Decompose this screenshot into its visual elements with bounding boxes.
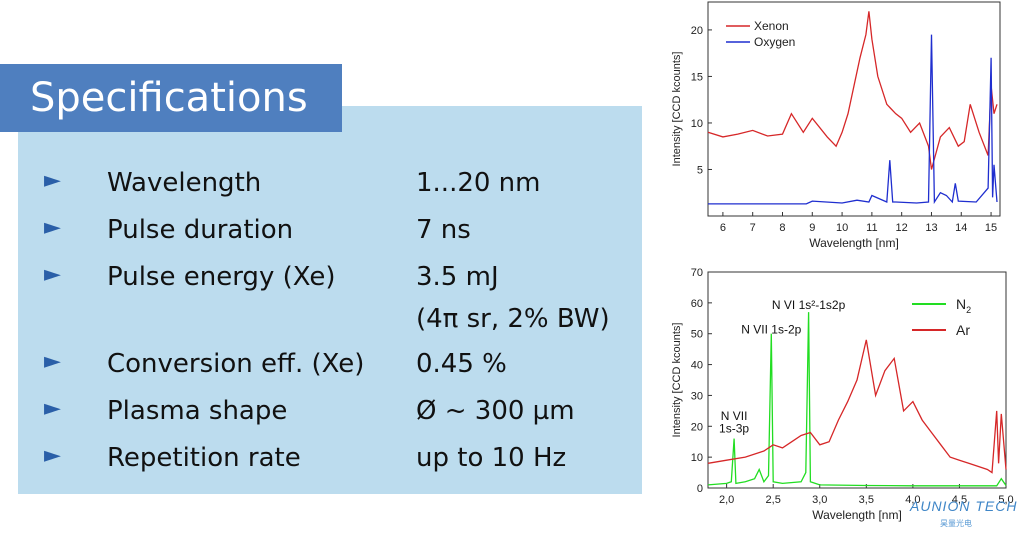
y-tick-label: 5 xyxy=(697,164,703,176)
bullet-arrow-icon: ► xyxy=(44,443,61,468)
bullet-arrow-icon: ► xyxy=(44,168,61,193)
x-tick-label: 3,5 xyxy=(859,494,874,506)
y-tick-label: 70 xyxy=(691,267,703,279)
legend-label-ar: Ar xyxy=(956,322,970,338)
series-line-n2 xyxy=(707,312,1007,487)
x-tick-label: 7 xyxy=(750,222,756,234)
x-tick-label: 15 xyxy=(985,222,997,234)
x-tick-label: 12 xyxy=(896,222,908,234)
spec-value: 7 ns xyxy=(416,215,471,245)
spec-value: 1...20 nm xyxy=(416,168,541,198)
y-tick-label: 10 xyxy=(691,118,703,130)
series-line-ar xyxy=(707,339,1007,474)
x-tick-label: 14 xyxy=(955,222,967,234)
y-tick-label: 30 xyxy=(691,390,703,402)
spec-value: Ø ~ 300 µm xyxy=(416,396,575,426)
y-tick-label: 40 xyxy=(691,360,703,372)
x-tick-label: 4,0 xyxy=(905,494,920,506)
peak-annotation: N VII xyxy=(721,409,748,423)
spec-label: Plasma shape xyxy=(107,396,288,426)
bullet-arrow-icon: ► xyxy=(44,349,61,374)
y-tick-label: 15 xyxy=(691,71,703,83)
legend-label-n2: N2 xyxy=(956,296,971,315)
peak-annotation: N VII 1s-2p xyxy=(741,323,801,337)
y-axis-label: Intensity [CCD kcounts] xyxy=(671,323,683,438)
spec-value: 3.5 mJ xyxy=(416,262,499,292)
spec-label: Wavelength xyxy=(107,168,262,198)
aunion-logo-sub: 昊量光电 xyxy=(940,519,972,528)
legend-label-xenon: Xenon xyxy=(754,19,789,33)
bullet-arrow-icon: ► xyxy=(44,215,61,240)
aunion-logo: AUNION TECH xyxy=(910,498,1018,514)
x-tick-label: 3,0 xyxy=(812,494,827,506)
peak-annotation: 1s-3p xyxy=(719,421,749,435)
y-tick-label: 20 xyxy=(691,25,703,37)
spec-value: 0.45 % xyxy=(416,349,507,379)
y-tick-label: 0 xyxy=(697,483,703,495)
x-tick-label: 9 xyxy=(809,222,815,234)
y-tick-label: 10 xyxy=(691,452,703,464)
plot-frame xyxy=(707,271,1007,489)
x-axis-label: Wavelength [nm] xyxy=(812,508,902,522)
bullet-arrow-icon: ► xyxy=(44,396,61,421)
x-tick-label: 2,0 xyxy=(719,494,734,506)
page-title: Specifications xyxy=(0,64,342,132)
spec-value: up to 10 Hz xyxy=(416,443,567,473)
plot-frame xyxy=(707,1,1001,217)
spec-label: Pulse energy (Xe) xyxy=(107,262,336,292)
spec-label: Repetition rate xyxy=(107,443,301,473)
x-tick-label: 2,5 xyxy=(766,494,781,506)
spec-value-note: (4π sr, 2% BW) xyxy=(416,304,610,334)
peak-annotation: N VI 1s²-1s2p xyxy=(772,298,846,312)
x-axis-label: Wavelength [nm] xyxy=(809,236,899,250)
y-tick-label: 20 xyxy=(691,421,703,433)
y-axis-label: Intensity [CCD kcounts] xyxy=(671,52,683,167)
spec-label: Conversion eff. (Xe) xyxy=(107,349,365,379)
y-tick-label: 50 xyxy=(691,329,703,341)
y-tick-label: 60 xyxy=(691,298,703,310)
x-tick-label: 10 xyxy=(836,222,848,234)
bullet-arrow-icon: ► xyxy=(44,262,61,287)
legend-subscript: 2 xyxy=(966,305,971,315)
x-tick-label: 13 xyxy=(925,222,937,234)
x-tick-label: 8 xyxy=(779,222,785,234)
series-line-xenon xyxy=(707,11,998,170)
spec-label: Pulse duration xyxy=(107,215,294,245)
x-tick-label: 4,5 xyxy=(952,494,967,506)
xenon-oxygen-spectrum-chart: 6 7 8 9 10 11 12 13 14 15 5 10 15 20 Wavelength [nm] In… xyxy=(671,1,1001,250)
nitrogen-argon-spectrum-chart: 2,0 2,5 3,0 3,5 4,0 4,5 5,0 0 10 20 30 40 50 60 70 Wave… xyxy=(671,267,1014,522)
x-tick-label: 11 xyxy=(866,222,877,234)
x-tick-label: 5,0 xyxy=(998,494,1013,506)
x-tick-label: 6 xyxy=(720,222,726,234)
spec-panel xyxy=(18,106,642,494)
series-line-oxygen xyxy=(708,34,998,205)
legend-label-oxygen: Oxygen xyxy=(754,35,795,49)
